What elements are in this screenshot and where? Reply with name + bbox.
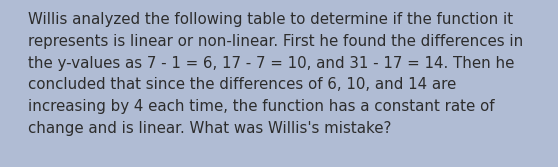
Text: increasing by 4 each time, the function has a constant rate of: increasing by 4 each time, the function … xyxy=(28,99,494,114)
Text: change and is linear. What was Willis's mistake?: change and is linear. What was Willis's … xyxy=(28,121,391,136)
Text: represents is linear or non-linear. First he found the differences in: represents is linear or non-linear. Firs… xyxy=(28,34,523,49)
Text: the y-values as 7 - 1 = 6, 17 - 7 = 10, and 31 - 17 = 14. Then he: the y-values as 7 - 1 = 6, 17 - 7 = 10, … xyxy=(28,56,514,71)
Text: concluded that since the differences of 6, 10, and 14 are: concluded that since the differences of … xyxy=(28,77,456,92)
Text: Willis analyzed the following table to determine if the function it: Willis analyzed the following table to d… xyxy=(28,12,513,27)
